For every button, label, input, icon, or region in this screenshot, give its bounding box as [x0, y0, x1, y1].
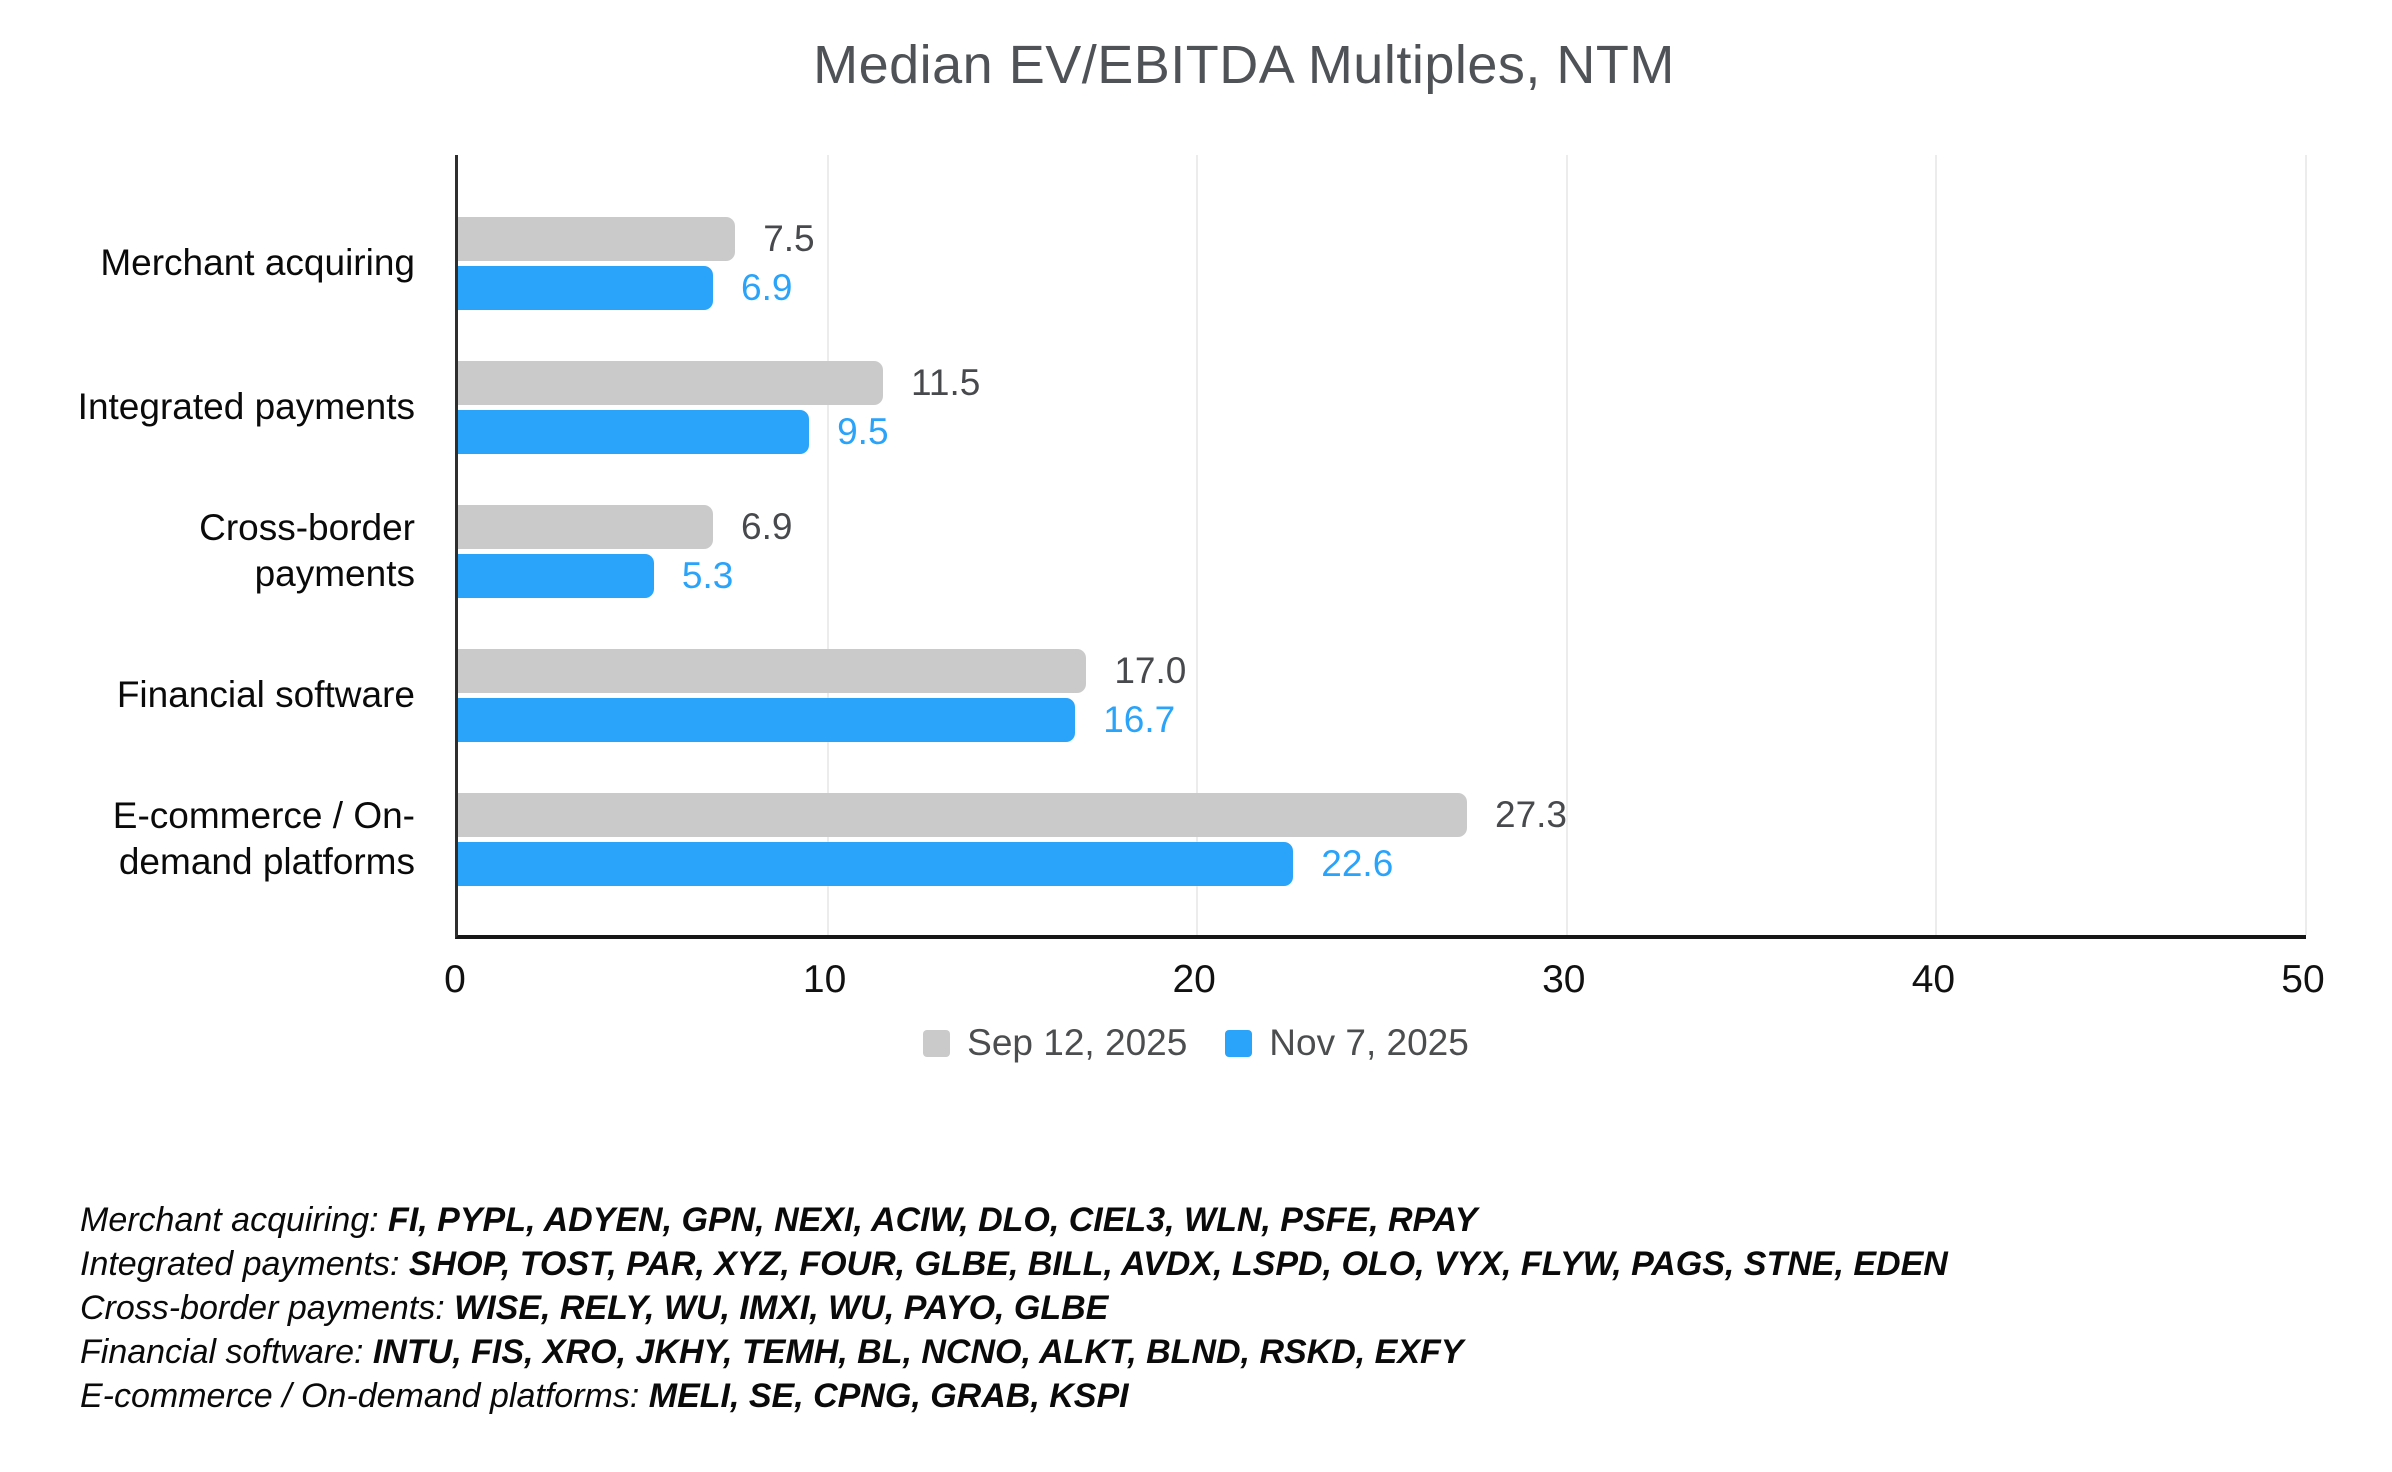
category-label: Merchant acquiring: [100, 241, 415, 283]
legend-label: Sep 12, 2025: [967, 1022, 1188, 1063]
category-label: Financial software: [116, 673, 415, 715]
footnote-line: Financial software: INTU, FIS, XRO, JKHY…: [80, 1330, 1948, 1374]
ticker-footnotes: Merchant acquiring: FI, PYPL, ADYEN, GPN…: [80, 1198, 1948, 1418]
gridline: [826, 155, 829, 935]
bar: 27.3: [458, 792, 1567, 837]
footnote-category: Merchant acquiring:: [80, 1201, 389, 1239]
bar-value-label: 5.3: [681, 554, 734, 596]
footnote-category: Cross-border payments:: [80, 1289, 455, 1327]
bar-value-label: 27.3: [1495, 793, 1568, 835]
bar-rows: 7.5 6.9 11.5 9.5 6.9 5.3 17.0 16.7 27.3 22.6: [458, 155, 2306, 935]
bar: 17.0: [458, 648, 1186, 693]
gridline: [1935, 155, 1938, 935]
bar: 11.5: [458, 360, 980, 405]
bar-value-label: 11.5: [911, 361, 981, 403]
footnote-tickers: INTU, FIS, XRO, JKHY, TEMH, BL, NCNO, AL…: [372, 1333, 1464, 1371]
gridline: [1196, 155, 1199, 935]
bar: 6.9: [458, 265, 792, 310]
x-tick-label: 50: [2281, 958, 2325, 1001]
footnote-tickers: WISE, RELY, WU, IMXI, WU, PAYO, GLBE: [454, 1289, 1109, 1327]
footnote-line: Integrated payments: SHOP, TOST, PAR, XY…: [80, 1242, 1948, 1286]
legend-swatch: [923, 1029, 951, 1057]
bar-value-label: 17.0: [1114, 649, 1187, 691]
footnote-tickers: SHOP, TOST, PAR, XYZ, FOUR, GLBE, BILL, …: [408, 1245, 1948, 1283]
footnote-category: Financial software:: [80, 1333, 373, 1371]
legend-item: Nov 7, 2025: [1225, 1022, 1469, 1064]
bar-value-label: 9.5: [837, 410, 889, 452]
x-axis-tick-labels: 0 10 20 30 40 50: [444, 958, 2325, 1002]
footnote-line: Cross-border payments: WISE, RELY, WU, I…: [80, 1286, 1948, 1330]
bar: 7.5: [458, 216, 815, 261]
bar: 6.9: [458, 504, 792, 549]
x-tick-label: 30: [1542, 958, 1586, 1001]
category-band: 6.9 5.3: [458, 479, 2306, 623]
category-label: Integrated payments: [77, 385, 415, 427]
category-band: 11.5 9.5: [458, 335, 2306, 479]
chart-legend: Sep 12, 2025 Nov 7, 2025: [0, 1022, 2392, 1064]
footnote-category: Integrated payments:: [80, 1245, 409, 1283]
footnote-tickers: MELI, SE, CPNG, GRAB, KSPI: [648, 1377, 1129, 1415]
gridline: [2305, 155, 2307, 935]
legend-swatch: [1225, 1029, 1253, 1057]
bar-chart-plot-area: 7.5 6.9 11.5 9.5 6.9 5.3 17.0 16.7 27.3 22.6: [455, 155, 2307, 939]
footnote-category: E-commerce / On-demand platforms:: [80, 1377, 649, 1415]
bar-value-label: 16.7: [1103, 698, 1176, 740]
category-band: 17.0 16.7: [458, 623, 2306, 767]
category-band: 7.5 6.9: [458, 191, 2306, 335]
category-axis: Merchant acquiring Integrated payments Cro…: [60, 155, 435, 935]
bar-value-label: 6.9: [741, 505, 793, 547]
bar-value-label: 7.5: [763, 217, 815, 259]
footnote-tickers: FI, PYPL, ADYEN, GPN, NEXI, ACIW, DLO, C…: [388, 1201, 1478, 1239]
bar: 9.5: [458, 409, 889, 454]
bar: 22.6: [458, 841, 1393, 886]
footnote-line: E-commerce / On-demand platforms: MELI, …: [80, 1374, 1948, 1418]
footnote-line: Merchant acquiring: FI, PYPL, ADYEN, GPN…: [80, 1198, 1948, 1242]
category-label: E-commerce / On-demand platforms: [112, 794, 415, 882]
bar-value-label: 22.6: [1321, 842, 1394, 884]
category-band: 27.3 22.6: [458, 767, 2306, 911]
x-tick-label: 20: [1172, 958, 1216, 1001]
bar: 16.7: [458, 697, 1175, 742]
x-tick-label: 10: [802, 958, 847, 1001]
legend-item: Sep 12, 2025: [923, 1022, 1187, 1064]
chart-title: Median EV/EBITDA Multiples, NTM: [813, 35, 1675, 95]
category-label: Cross-border payments: [199, 506, 415, 594]
bar-value-label: 6.9: [741, 266, 793, 308]
x-tick-label: 0: [444, 958, 466, 1001]
legend-label: Nov 7, 2025: [1269, 1022, 1469, 1063]
x-tick-label: 40: [1911, 958, 1956, 1001]
bar: 5.3: [458, 553, 733, 598]
gridline: [1565, 155, 1568, 935]
